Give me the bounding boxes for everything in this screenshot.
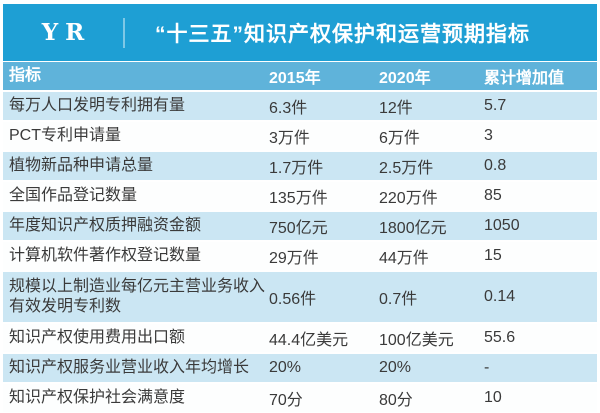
banner-divider [123, 17, 125, 48]
cell-indicator: 计算机软件著作权登记数量 [9, 247, 202, 264]
cell-2020: 12件 [379, 100, 413, 117]
table-row: 知识产权保护社会满意度 70分 80分 10 [3, 384, 597, 412]
cell-2015: 44.4亿美元 [269, 332, 349, 349]
table-row: 知识产权服务业营业收入年均增长 20% 20% - [3, 354, 597, 382]
page-title: “十三五”知识产权保护和运营预期指标 [155, 22, 530, 46]
cell-increase: 3 [484, 127, 493, 144]
cell-2015: 0.56件 [269, 291, 317, 308]
cell-2015: 70分 [269, 392, 303, 409]
indicator-table: 指标 2015年 2020年 累计增加值 每万人口发明专利拥有量 6.3件 12… [3, 62, 597, 412]
column-header-2015: 2015年 [269, 70, 321, 87]
cell-indicator: 知识产权服务业营业收入年均增长 [9, 359, 250, 376]
cell-increase: 15 [484, 247, 502, 264]
cell-indicator: 规模以上制造业每亿元主营业务收入有效发明专利数 [9, 278, 266, 315]
cell-2015: 6.3件 [269, 100, 308, 117]
cell-2020: 0.7件 [379, 291, 418, 308]
cell-indicator: PCT专利申请量 [9, 127, 122, 144]
table-row: 年度知识产权质押融资金额 750亿元 1800亿元 1050 [3, 212, 597, 240]
cell-2020: 44万件 [379, 250, 429, 267]
column-header-increase: 累计增加值 [484, 70, 565, 87]
cell-indicator: 知识产权保护社会满意度 [9, 389, 186, 406]
cell-increase: 5.7 [484, 97, 507, 114]
cell-2015: 1.7万件 [269, 160, 324, 177]
cell-increase: 10 [484, 389, 502, 406]
table-row: 植物新品种申请总量 1.7万件 2.5万件 0.8 [3, 152, 597, 180]
logo: YR [41, 19, 92, 46]
cell-2020: 100亿美元 [379, 332, 454, 349]
column-header-2020: 2020年 [379, 70, 431, 87]
cell-2020: 2.5万件 [379, 160, 434, 177]
cell-increase: 0.8 [484, 157, 507, 174]
table-row: PCT专利申请量 3万件 6万件 3 [3, 122, 597, 150]
cell-increase: 55.6 [484, 329, 516, 346]
cell-2015: 20% [269, 359, 302, 376]
cell-2020: 1800亿元 [379, 220, 447, 237]
cell-2020: 80分 [379, 392, 413, 409]
table-row: 每万人口发明专利拥有量 6.3件 12件 5.7 [3, 92, 597, 120]
cell-2020: 6万件 [379, 130, 420, 147]
table-row: 知识产权使用费用出口额 44.4亿美元 100亿美元 55.6 [3, 324, 597, 352]
table-row: 全国作品登记数量 135万件 220万件 85 [3, 182, 597, 210]
cell-2015: 135万件 [269, 190, 328, 207]
cell-2015: 3万件 [269, 130, 310, 147]
cell-increase: 1050 [484, 217, 520, 234]
cell-2020: 220万件 [379, 190, 438, 207]
table-row: 规模以上制造业每亿元主营业务收入有效发明专利数 0.56件 0.7件 0.14 [3, 272, 597, 322]
cell-indicator: 植物新品种申请总量 [9, 157, 154, 174]
cell-2015: 29万件 [269, 250, 319, 267]
column-header-indicator: 指标 [9, 67, 42, 84]
cell-increase: 85 [484, 187, 502, 204]
cell-increase: - [484, 359, 490, 376]
cell-2015: 750亿元 [269, 220, 328, 237]
table-header-row: 指标 2015年 2020年 累计增加值 [3, 62, 597, 90]
banner: YR “十三五”知识产权保护和运营预期指标 [3, 4, 597, 61]
cell-indicator: 年度知识产权质押融资金额 [9, 217, 202, 234]
cell-indicator: 每万人口发明专利拥有量 [9, 97, 186, 114]
table-row: 计算机软件著作权登记数量 29万件 44万件 15 [3, 242, 597, 270]
cell-increase: 0.14 [484, 288, 516, 305]
cell-indicator: 知识产权使用费用出口额 [9, 329, 186, 346]
cell-indicator: 全国作品登记数量 [9, 187, 138, 204]
cell-2020: 20% [379, 359, 412, 376]
